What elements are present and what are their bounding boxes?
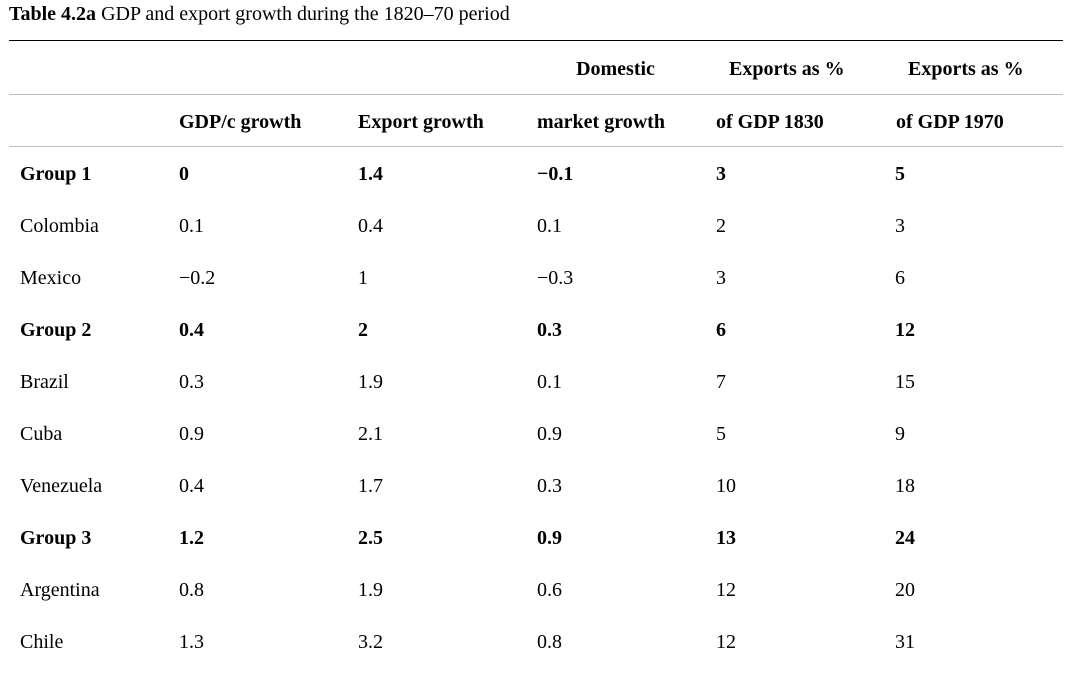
top-rule (9, 40, 1063, 41)
domestic-growth-cell: 0.8 (537, 631, 562, 653)
exports-1970-cell: 12 (895, 319, 915, 341)
header-exports-pct-1830-top: Exports as % (729, 58, 845, 80)
domestic-growth-cell: 0.1 (537, 371, 562, 393)
gdp-growth-cell: 0.4 (179, 319, 204, 341)
row-name: Group 3 (20, 527, 92, 549)
export-growth-cell: 3.2 (358, 631, 383, 653)
export-growth-cell: 2 (358, 319, 368, 341)
table-row: Colombia 0.1 0.4 0.1 2 3 (9, 200, 1063, 252)
domestic-growth-cell: 0.9 (537, 527, 562, 549)
exports-1830-cell: 12 (716, 579, 736, 601)
header-export-growth: Export growth (358, 111, 484, 133)
row-name: Group 1 (20, 163, 92, 185)
exports-1830-cell: 5 (716, 423, 726, 445)
table-row: Argentina 0.8 1.9 0.6 12 20 (9, 564, 1063, 616)
export-growth-cell: 1.9 (358, 371, 383, 393)
domestic-growth-cell: 0.3 (537, 319, 562, 341)
table-row: Mexico −0.2 1 −0.3 3 6 (9, 252, 1063, 304)
export-growth-cell: 1 (358, 267, 368, 289)
header-divider (9, 94, 1063, 95)
header-gdp-growth: GDP/c growth (179, 111, 302, 133)
domestic-growth-cell: −0.3 (537, 267, 574, 289)
domestic-growth-cell: −0.1 (537, 163, 574, 185)
exports-1830-cell: 13 (716, 527, 736, 549)
row-name: Venezuela (20, 475, 103, 497)
gdp-growth-cell: 0.3 (179, 371, 204, 393)
exports-1830-cell: 6 (716, 319, 726, 341)
row-name: Argentina (20, 579, 100, 601)
table-row: Venezuela 0.4 1.7 0.3 10 18 (9, 460, 1063, 512)
table-row: Brazil 0.3 1.9 0.1 7 15 (9, 356, 1063, 408)
domestic-growth-cell: 0.9 (537, 423, 562, 445)
row-name: Brazil (20, 371, 69, 393)
export-growth-cell: 2.5 (358, 527, 383, 549)
row-name: Cuba (20, 423, 63, 445)
export-growth-cell: 1.4 (358, 163, 383, 185)
domestic-growth-cell: 0.3 (537, 475, 562, 497)
row-name: Mexico (20, 267, 82, 289)
header-exports-pct-1970-top: Exports as % (908, 58, 1024, 80)
header-market-growth: market growth (537, 111, 665, 133)
domestic-growth-cell: 0.1 (537, 215, 562, 237)
domestic-growth-cell: 0.6 (537, 579, 562, 601)
row-name: Colombia (20, 215, 99, 237)
header-bottom-rule (9, 146, 1063, 147)
exports-1970-cell: 6 (895, 267, 905, 289)
table-row: Cuba 0.9 2.1 0.9 5 9 (9, 408, 1063, 460)
table-caption-label: Table 4.2a (9, 3, 97, 25)
gdp-growth-cell: 0.8 (179, 579, 204, 601)
table-row: Group 1 0 1.4 −0.1 3 5 (9, 148, 1063, 200)
header-exports-1970: of GDP 1970 (896, 111, 1004, 133)
exports-1970-cell: 9 (895, 423, 905, 445)
gdp-growth-cell: 0 (179, 163, 189, 185)
exports-1830-cell: 12 (716, 631, 736, 653)
gdp-growth-cell: −0.2 (179, 267, 216, 289)
header-domestic: Domestic (576, 58, 655, 80)
export-growth-cell: 2.1 (358, 423, 383, 445)
table-row: Group 3 1.2 2.5 0.9 13 24 (9, 512, 1063, 564)
exports-1830-cell: 2 (716, 215, 726, 237)
gdp-growth-cell: 0.4 (179, 475, 204, 497)
table-caption-text: GDP and export growth during the 1820–70… (96, 3, 510, 25)
exports-1970-cell: 18 (895, 475, 915, 497)
data-table: Group 1 0 1.4 −0.1 3 5 Colombia 0.1 0.4 … (9, 148, 1063, 668)
exports-1970-cell: 31 (895, 631, 915, 653)
row-name: Chile (20, 631, 64, 653)
gdp-growth-cell: 1.2 (179, 527, 204, 549)
header-exports-1830: of GDP 1830 (716, 111, 824, 133)
gdp-growth-cell: 0.1 (179, 215, 204, 237)
exports-1970-cell: 15 (895, 371, 915, 393)
exports-1830-cell: 10 (716, 475, 736, 497)
table-row: Chile 1.3 3.2 0.8 12 31 (9, 616, 1063, 668)
export-growth-cell: 1.9 (358, 579, 383, 601)
gdp-growth-cell: 0.9 (179, 423, 204, 445)
export-growth-cell: 1.7 (358, 475, 383, 497)
gdp-growth-cell: 1.3 (179, 631, 204, 653)
exports-1970-cell: 20 (895, 579, 915, 601)
row-name: Group 2 (20, 319, 92, 341)
table-caption: Table 4.2a GDP and export growth during … (9, 2, 510, 26)
exports-1830-cell: 7 (716, 371, 726, 393)
table-row: Group 2 0.4 2 0.3 6 12 (9, 304, 1063, 356)
export-growth-cell: 0.4 (358, 215, 383, 237)
exports-1830-cell: 3 (716, 163, 726, 185)
exports-1970-cell: 3 (895, 215, 905, 237)
exports-1970-cell: 24 (895, 527, 915, 549)
exports-1970-cell: 5 (895, 163, 905, 185)
exports-1830-cell: 3 (716, 267, 726, 289)
